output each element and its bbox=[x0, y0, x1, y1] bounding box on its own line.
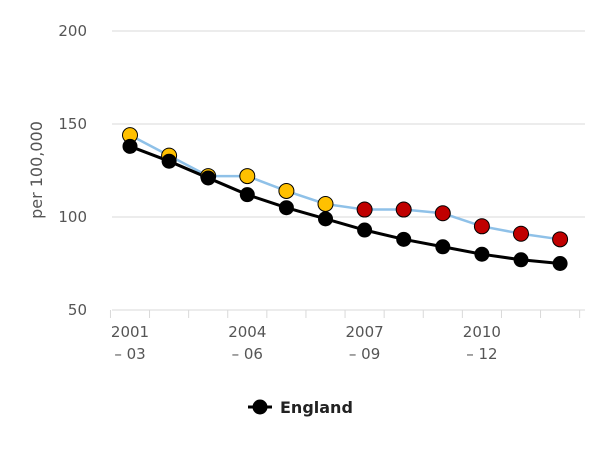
legend-label-england: England bbox=[280, 398, 353, 417]
data-point-series0[interactable] bbox=[122, 138, 138, 154]
x-tick-label: 2007 bbox=[346, 323, 384, 341]
data-point-series0[interactable] bbox=[474, 246, 490, 262]
x-tick-label: 2004 bbox=[228, 323, 266, 341]
data-point-series1[interactable] bbox=[434, 205, 451, 222]
data-point-series0[interactable] bbox=[396, 231, 412, 247]
data-point-series0[interactable] bbox=[513, 252, 529, 268]
y-tick-label: 200 bbox=[58, 22, 87, 40]
data-point-series0[interactable] bbox=[278, 200, 294, 216]
data-point-series0[interactable] bbox=[161, 153, 177, 169]
x-tick-label-sub: – 12 bbox=[466, 345, 497, 363]
data-point-series1[interactable] bbox=[356, 201, 373, 218]
data-point-series0[interactable] bbox=[357, 222, 373, 238]
data-point-series0[interactable] bbox=[200, 170, 216, 186]
data-point-series1[interactable] bbox=[239, 168, 256, 185]
data-point-series0[interactable] bbox=[435, 239, 451, 255]
legend[interactable]: England bbox=[248, 398, 353, 417]
y-axis-label: per 100,000 bbox=[27, 121, 46, 219]
data-point-series1[interactable] bbox=[317, 195, 334, 212]
series-layer bbox=[122, 127, 569, 271]
y-axis: 50 100 150 200 bbox=[58, 22, 87, 319]
x-tick-label-sub: – 09 bbox=[349, 345, 380, 363]
data-point-series1[interactable] bbox=[513, 225, 529, 242]
y-tick-label: 50 bbox=[68, 301, 87, 319]
data-point-series0[interactable] bbox=[318, 211, 333, 227]
data-point-series1[interactable] bbox=[552, 231, 569, 248]
data-point-series0[interactable] bbox=[552, 256, 568, 271]
y-tick-label: 150 bbox=[58, 115, 87, 133]
x-tick-label-sub: – 06 bbox=[232, 345, 263, 363]
legend-marker bbox=[252, 399, 268, 415]
gridlines bbox=[112, 30, 585, 311]
x-tick-label: 2010 bbox=[463, 323, 501, 341]
data-point-series1[interactable] bbox=[473, 218, 490, 235]
y-tick-label: 100 bbox=[58, 208, 87, 226]
series-line-0 bbox=[129, 144, 561, 265]
data-point-series1[interactable] bbox=[278, 182, 295, 199]
x-axis: 2001 – 03 2004 – 06 2007 – 09 2010 – 12 bbox=[109, 310, 581, 363]
x-tick-label: 2001 bbox=[111, 323, 149, 341]
data-point-series0[interactable] bbox=[239, 187, 255, 203]
x-tick-label-sub: – 03 bbox=[114, 345, 145, 363]
data-point-series1[interactable] bbox=[395, 201, 412, 218]
